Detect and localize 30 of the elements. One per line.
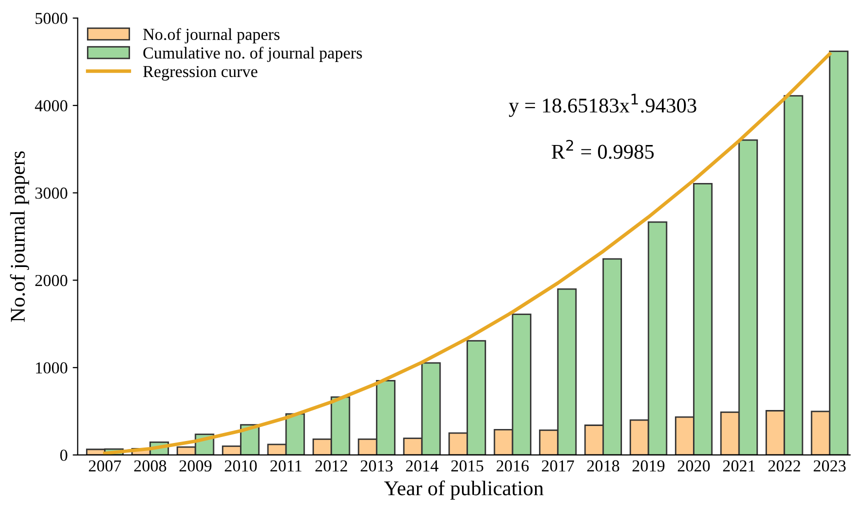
x-tick-label: 2020: [678, 460, 710, 472]
annotation: y = 18.65183x$^{1}$.94303: [508, 94, 696, 117]
x-tick-label: 2021: [723, 460, 755, 472]
x-tick-label: 2012: [315, 460, 348, 472]
x-tick-label: 2016: [496, 460, 529, 472]
x-axis-title: Year of publication: [384, 480, 544, 500]
x-tick-label: 2013: [360, 460, 393, 472]
x-tick-label: 2011: [270, 460, 302, 472]
x-tick-label: 2009: [180, 460, 212, 472]
legend-label: No.of journal papers: [143, 28, 280, 44]
legend-label: Regression curve: [143, 66, 258, 81]
x-tick-label: 2008: [134, 460, 166, 472]
y-tick-label: 5000: [36, 12, 68, 24]
annotation: R$^{2}$ = 0.9985: [552, 140, 654, 159]
x-tick-label: 2014: [406, 460, 438, 472]
y-tick-label: 4000: [34, 100, 68, 112]
x-tick-label: 2007: [88, 460, 122, 472]
y-tick-label: 0: [60, 450, 68, 461]
y-tick-label: 2000: [35, 274, 68, 286]
x-tick-label: 2019: [632, 460, 664, 472]
y-tick-label: 3000: [35, 188, 68, 199]
y-axis-title: No.of journal papers: [10, 151, 30, 322]
legend-label: Cumulative no. of journal papers: [143, 46, 362, 62]
x-tick-label: 2018: [587, 460, 620, 472]
y-tick-label: 1000: [36, 362, 68, 374]
x-tick-label: 2010: [224, 460, 257, 472]
x-tick-label: 2017: [542, 460, 574, 472]
x-tick-label: 2022: [768, 460, 800, 472]
x-tick-label: 2023: [814, 460, 846, 472]
x-tick-label: 2015: [451, 460, 484, 472]
